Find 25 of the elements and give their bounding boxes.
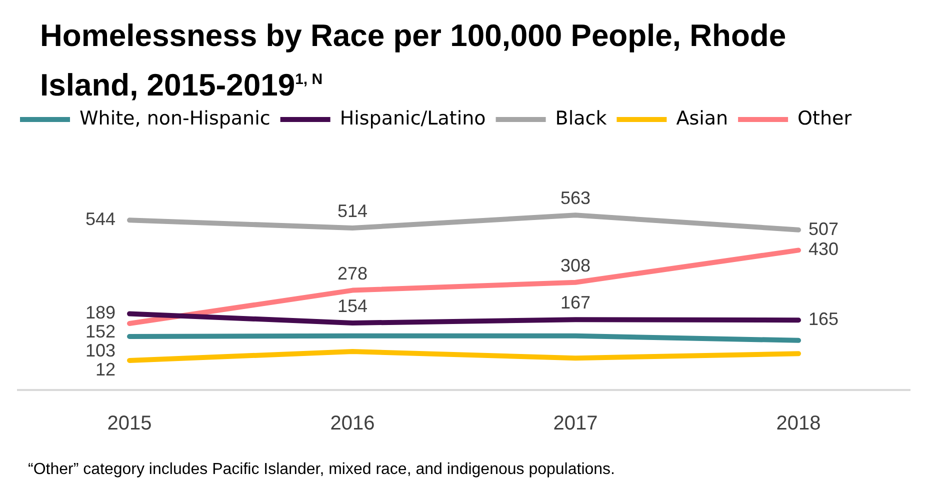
x-tick-label: 2017 bbox=[553, 412, 598, 435]
data-label: 507 bbox=[808, 218, 839, 239]
data-label: 165 bbox=[808, 309, 839, 330]
data-label: 278 bbox=[337, 263, 368, 284]
legend-label: Other bbox=[798, 107, 852, 130]
legend-label: Hispanic/Latino bbox=[340, 107, 486, 130]
x-tick-label: 2018 bbox=[776, 412, 821, 435]
data-label: 563 bbox=[560, 188, 591, 208]
text: “Other” category includes Pacific Islander, mixed race, and indigenous populations. bbox=[28, 461, 615, 479]
data-label: 103 bbox=[85, 340, 116, 361]
data-label: 167 bbox=[560, 292, 591, 313]
legend-label: Asian bbox=[676, 107, 728, 130]
data-label: 544 bbox=[85, 209, 116, 230]
data-label: 154 bbox=[337, 296, 368, 316]
data-label: 514 bbox=[337, 201, 368, 222]
x-tick-label: 2015 bbox=[107, 412, 152, 435]
data-label: 308 bbox=[560, 255, 591, 276]
x-tick-label: 2016 bbox=[330, 412, 375, 435]
chart-title: Homelessness by Race per 100,000 People, Rhode Island, 2015-2019$^{1, N}$ bbox=[40, 17, 788, 104]
data-label: 12 bbox=[95, 360, 116, 380]
legend-label: White, non-Hispanic bbox=[80, 107, 270, 130]
data-label: 152 bbox=[85, 322, 116, 342]
data-label: 189 bbox=[85, 302, 116, 323]
data-label: 430 bbox=[808, 239, 839, 260]
legend-label: Black bbox=[555, 107, 607, 130]
